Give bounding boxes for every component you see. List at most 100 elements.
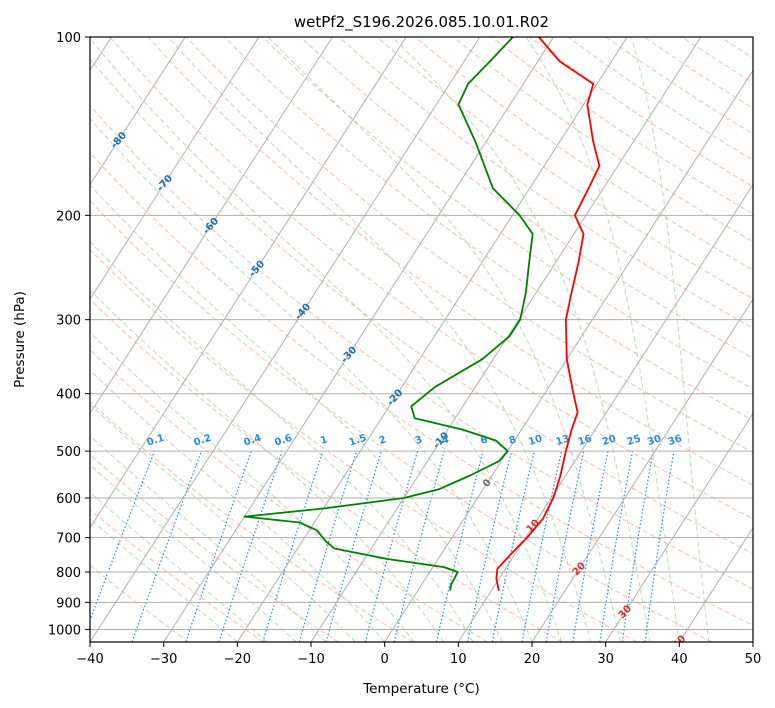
isotherm-line [90, 37, 333, 415]
dry-adiabat-line [90, 298, 563, 642]
dry-adiabat-line [262, 37, 753, 390]
x-tick-label: 50 [745, 652, 762, 667]
isotherm-line [531, 298, 753, 642]
x-tick-label: −20 [224, 652, 251, 667]
moist-adiabat-line [267, 37, 621, 642]
mixing-ratio-line [393, 450, 445, 642]
y-tick-label: 100 [56, 31, 81, 46]
mixing-ratio-labels: 0.1 0.2 0.4 0.6 1 1.5 2 3 4 6 8 10 13 16 20 25 30 36 [146, 433, 684, 449]
mixing-ratio-line [364, 450, 419, 642]
moist-adiabat-line [90, 37, 562, 642]
mixing-ratio-label: 16 [577, 433, 594, 448]
moist-adiabat-line [90, 435, 327, 642]
x-tick-label: −30 [150, 652, 177, 667]
mixing-ratio-label: 20 [601, 433, 618, 448]
y-tick-label: 1000 [48, 623, 81, 638]
x-axis: −40 −30 −20 −10 0 10 20 30 40 50 [76, 642, 761, 667]
x-tick-label: 40 [671, 652, 688, 667]
y-tick-label: 700 [56, 532, 81, 547]
moist-adiabat-line [392, 37, 651, 642]
mixing-ratio-label: 8 [508, 434, 518, 447]
moist-adiabat-line [90, 184, 503, 642]
dry-adiabat-line [90, 152, 753, 626]
moist-adiabat-line [525, 37, 680, 642]
isotherm-label: 30 [617, 603, 635, 621]
y-tick-label: 300 [56, 314, 81, 329]
x-tick-label: 0 [381, 652, 389, 667]
isotherm-line [163, 37, 554, 642]
mixing-ratio-label: 0.6 [273, 433, 293, 449]
mixing-ratio-line [621, 450, 654, 642]
moist-adiabat-line [630, 37, 710, 642]
dry-adiabat-line [681, 37, 753, 84]
moist-adiabat-line [90, 369, 386, 642]
mixing-ratio-line [644, 450, 675, 642]
mixing-ratio-line [435, 450, 484, 642]
isotherm-line [605, 412, 753, 642]
dry-adiabat-line [605, 37, 753, 135]
moist-adiabat-line [90, 403, 356, 642]
mixing-ratio-label: 1 [319, 434, 329, 447]
plot-frame [89, 36, 754, 643]
dry-adiabat-line [300, 37, 753, 359]
mixing-ratio-label: 30 [646, 433, 663, 448]
isotherm-line [90, 37, 481, 642]
isotherm-line [90, 37, 407, 529]
x-tick-label: 20 [524, 652, 541, 667]
mixing-ratio-line [599, 450, 634, 642]
y-tick-label: 500 [56, 445, 81, 460]
mixing-ratio-line [262, 450, 324, 642]
isotherm-label: -90 [63, 87, 83, 108]
isotherm-label: -80 [109, 130, 129, 151]
y-tick-label: 800 [56, 566, 81, 581]
moist-adiabat-line [90, 289, 445, 642]
isotherm-label: 40 [671, 633, 689, 651]
dry-adiabat-line [90, 58, 753, 555]
dry-adiabat-line [338, 37, 753, 329]
x-tick-label: 30 [597, 652, 614, 667]
mixing-ratio-line [218, 450, 283, 642]
moist-adiabat-line [167, 37, 592, 642]
isotherm-label: -70 [155, 173, 175, 194]
mixing-ratio-label: 0.4 [243, 433, 263, 449]
background-lines [90, 37, 753, 642]
mixing-ratio-label: 3 [414, 434, 424, 447]
mixing-ratio-label: 0.2 [193, 433, 213, 449]
moist-adiabat-line [90, 517, 238, 642]
isotherm-label: -50 [247, 259, 267, 280]
mixing-ratio-label: 2 [378, 434, 388, 447]
isotherm-label: -60 [201, 216, 221, 237]
dry-adiabat-line [90, 104, 753, 590]
y-axis: 100 200 300 400 500 600 700 800 900 1000 [48, 31, 90, 638]
mixing-ratio-line [185, 450, 252, 642]
mixing-ratio-label: 1.5 [348, 433, 368, 449]
mixing-ratio-label: 0.1 [146, 433, 166, 449]
mixing-ratio-label: 10 [527, 433, 544, 448]
moist-adiabat-line [90, 240, 474, 642]
isotherm-line [236, 37, 628, 642]
dry-adiabat-line [567, 37, 753, 161]
dry-adiabat-line [90, 454, 339, 642]
mixing-ratio-line [545, 450, 585, 642]
mixing-ratio-label: 36 [667, 433, 684, 448]
dewpoint-profile-line [243, 37, 534, 591]
dry-adiabat-line [109, 37, 753, 520]
isotherm-line [678, 526, 753, 642]
isotherm-line [90, 37, 260, 300]
mixing-ratio-line [572, 450, 609, 642]
isotherm-label: -100 [15, 42, 40, 68]
dry-adiabat-line [90, 564, 190, 642]
mixing-ratio-label: 6 [479, 434, 489, 447]
mixing-ratio-line [131, 450, 202, 642]
dry-adiabat-line [147, 37, 753, 486]
y-tick-label: 600 [56, 492, 81, 507]
isotherm-label: 20 [571, 560, 589, 578]
dry-adiabat-line [90, 200, 712, 642]
isotherm-line [90, 37, 186, 186]
y-tick-label: 400 [56, 388, 81, 403]
x-tick-label: −40 [76, 652, 103, 667]
chart-title: wetPf2_S196.2026.085.10.01.R02 [294, 13, 549, 32]
dry-adiabat-line [185, 37, 753, 454]
